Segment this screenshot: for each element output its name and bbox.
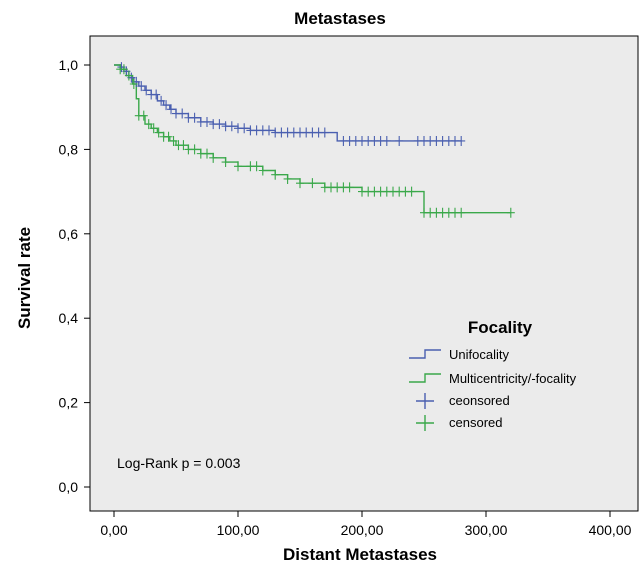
x-tick-label: 400,00 bbox=[589, 522, 632, 538]
y-tick-label: 0,2 bbox=[59, 395, 79, 411]
censor-mark bbox=[457, 135, 466, 146]
legend-title: Focality bbox=[468, 318, 533, 337]
censor-mark bbox=[296, 178, 304, 189]
censor-mark bbox=[178, 108, 187, 119]
censor-mark bbox=[457, 207, 466, 218]
censor-mark bbox=[169, 135, 178, 146]
x-tick-label: 100,00 bbox=[217, 522, 260, 538]
censor-mark bbox=[144, 119, 153, 130]
censor-mark bbox=[382, 135, 391, 146]
censor-mark bbox=[265, 125, 273, 136]
censor-mark bbox=[190, 144, 199, 155]
censor-mark bbox=[137, 81, 146, 92]
legend-swatch-unifocality bbox=[409, 349, 441, 359]
censor-mark bbox=[119, 64, 128, 75]
y-tick-label: 0,0 bbox=[59, 479, 79, 495]
censor-mark bbox=[209, 152, 218, 163]
y-tick-label: 0,4 bbox=[59, 310, 79, 326]
censor-mark bbox=[142, 85, 151, 96]
legend-censor-blue bbox=[416, 393, 434, 409]
censor-mark bbox=[129, 78, 138, 89]
censor-mark bbox=[167, 104, 176, 115]
y-axis-label: Survival rate bbox=[15, 227, 34, 329]
x-axis-label: Distant Metastases bbox=[283, 545, 437, 564]
legend: Focality Unifocality Multicentricity/-fo… bbox=[409, 318, 577, 431]
censor-mark bbox=[179, 140, 188, 151]
censor-mark bbox=[227, 121, 236, 132]
censor-mark bbox=[252, 161, 261, 172]
y-tick-label: 1,0 bbox=[59, 57, 79, 73]
censor-mark bbox=[395, 135, 404, 146]
legend-label-ceonsored: ceonsored bbox=[449, 393, 510, 408]
x-tick-label: 0,00 bbox=[100, 522, 127, 538]
censor-mark bbox=[162, 100, 171, 111]
censor-mark bbox=[124, 70, 133, 81]
censor-mark bbox=[152, 89, 161, 100]
censor-mark bbox=[271, 169, 280, 180]
censor-mark bbox=[258, 165, 267, 176]
legend-label-unifocality: Unifocality bbox=[449, 347, 509, 362]
censor-mark bbox=[345, 182, 354, 193]
legend-label-censored: censored bbox=[449, 415, 502, 430]
censor-mark bbox=[320, 127, 329, 138]
censor-marks bbox=[116, 62, 515, 218]
legend-swatch-multicentricity bbox=[409, 373, 441, 383]
censor-mark bbox=[240, 123, 249, 134]
censor-mark bbox=[221, 157, 230, 168]
log-rank-annotation: Log-Rank p = 0.003 bbox=[117, 455, 241, 471]
censor-mark bbox=[203, 116, 211, 127]
censor-mark bbox=[215, 119, 224, 130]
censor-mark bbox=[203, 148, 211, 159]
x-tick-label: 300,00 bbox=[465, 522, 508, 538]
censor-mark bbox=[234, 161, 242, 172]
y-tick-label: 0,6 bbox=[59, 226, 79, 242]
censor-mark bbox=[308, 178, 317, 189]
censor-mark bbox=[164, 131, 173, 142]
censor-mark bbox=[506, 207, 515, 218]
censor-mark bbox=[154, 127, 163, 138]
x-tick-label: 200,00 bbox=[341, 522, 384, 538]
censor-mark bbox=[139, 110, 148, 121]
axes: 0,00 100,00 200,00 300,00 400,00 0,0 0,2 0,4 0,6… bbox=[59, 57, 632, 538]
censor-mark bbox=[407, 186, 416, 197]
censor-mark bbox=[190, 112, 199, 123]
plot-area bbox=[89, 35, 639, 512]
censor-mark bbox=[283, 173, 292, 184]
censor-mark bbox=[149, 123, 158, 134]
chart-title: Metastases bbox=[294, 9, 386, 28]
legend-censor-green bbox=[416, 415, 434, 431]
censor-mark bbox=[157, 95, 166, 106]
y-tick-label: 0,8 bbox=[59, 141, 79, 157]
legend-label-multicentricity: Multicentricity/-focality bbox=[449, 371, 577, 386]
